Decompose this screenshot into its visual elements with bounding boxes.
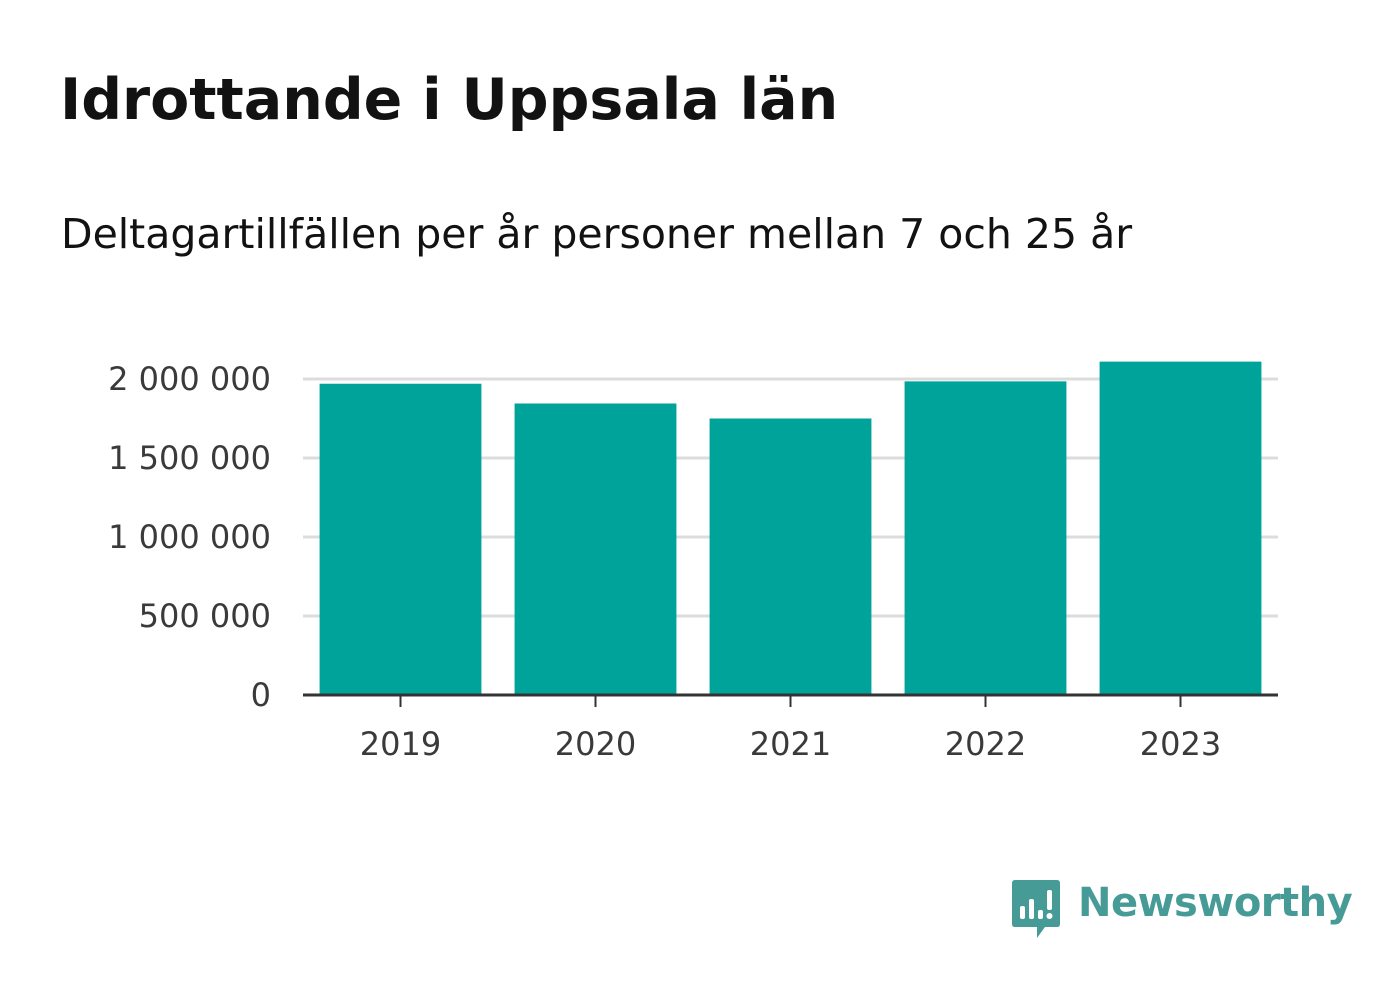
x-tick-label: 2021 — [750, 725, 831, 763]
bars — [319, 361, 1262, 695]
newsworthy-logo: Newsworthy — [1011, 878, 1353, 942]
bar-2020 — [514, 403, 677, 695]
y-tick-label: 1 500 000 — [108, 439, 271, 477]
y-tick-label: 2 000 000 — [108, 360, 271, 398]
bar-2022 — [904, 381, 1067, 695]
x-tick-label: 2020 — [555, 725, 636, 763]
bar-2021 — [709, 418, 872, 695]
chart-title: Idrottande i Uppsala län — [60, 67, 839, 133]
x-tick-label: 2023 — [1140, 725, 1221, 763]
y-axis-ticks: 0 500 000 1 000 000 1 500 000 2 000 000 — [108, 360, 271, 714]
y-tick-label: 500 000 — [139, 597, 271, 635]
chart-subtitle: Deltagartillfällen per år personer mella… — [61, 210, 1133, 258]
y-tick-label: 0 — [251, 676, 271, 714]
x-axis-ticks: 2019 2020 2021 2022 2023 — [360, 695, 1221, 763]
newsworthy-logo-text: Newsworthy — [1078, 880, 1353, 926]
x-tick-label: 2022 — [945, 725, 1026, 763]
bar-2023 — [1099, 361, 1262, 695]
y-tick-label: 1 000 000 — [108, 518, 271, 556]
bar-2019 — [319, 383, 482, 695]
x-tick-label: 2019 — [360, 725, 441, 763]
newsworthy-logo-icon — [1012, 880, 1060, 938]
